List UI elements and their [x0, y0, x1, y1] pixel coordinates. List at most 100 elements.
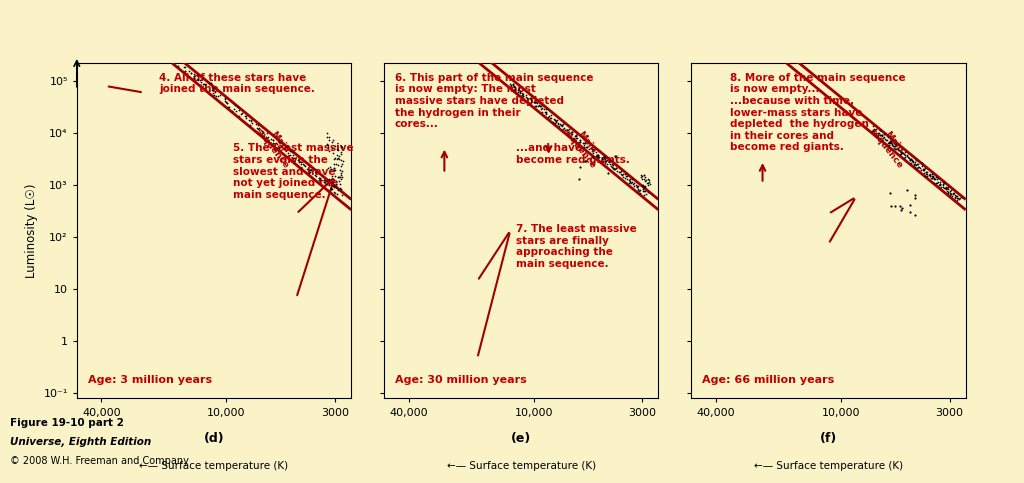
Point [542, 114, 558, 122]
Point [284, 148, 300, 156]
Point [614, 173, 631, 181]
Point [870, 130, 887, 138]
Point [541, 112, 557, 120]
Point [947, 192, 964, 200]
Point [864, 128, 881, 135]
Point [543, 112, 559, 119]
Point [334, 143, 350, 151]
Point [503, 82, 519, 89]
Point [219, 99, 236, 107]
Point [924, 174, 940, 182]
Point [270, 138, 287, 146]
Point [231, 112, 248, 119]
Point [604, 164, 621, 172]
Point [604, 163, 621, 171]
Point [527, 102, 544, 110]
Point [332, 167, 348, 174]
Point [897, 153, 913, 161]
Point [626, 179, 642, 186]
Point [218, 99, 234, 107]
Point [579, 138, 595, 146]
Point [590, 151, 606, 159]
Point [323, 163, 339, 171]
Point [893, 149, 909, 156]
Point [883, 139, 899, 146]
Point [186, 74, 203, 82]
Point [534, 102, 550, 110]
Point [894, 148, 910, 156]
Point [611, 169, 628, 176]
Point [585, 147, 601, 155]
Point [547, 116, 563, 124]
Point [606, 165, 623, 172]
Point [606, 165, 623, 172]
Point [514, 91, 530, 99]
Point [589, 152, 605, 159]
Point [502, 80, 518, 88]
Point [601, 158, 617, 166]
Point [233, 110, 250, 117]
Point [902, 155, 919, 163]
Point [518, 95, 535, 102]
Point [216, 95, 232, 102]
Text: © 2008 W.H. Freeman and Company: © 2008 W.H. Freeman and Company [10, 456, 189, 467]
Point [900, 153, 916, 161]
Point [560, 128, 577, 135]
Point [559, 130, 575, 138]
Point [527, 102, 544, 110]
Point [210, 92, 226, 100]
Point [639, 181, 655, 189]
Point [585, 149, 601, 157]
Point [512, 89, 528, 97]
Point [924, 172, 940, 180]
Point [319, 133, 336, 141]
Point [612, 170, 629, 178]
Point [331, 173, 347, 181]
Point [595, 154, 611, 161]
Point [567, 133, 584, 141]
Point [549, 115, 565, 123]
Point [563, 128, 580, 135]
Point [510, 88, 526, 96]
Point [630, 186, 646, 194]
Point [585, 153, 601, 161]
Point [927, 175, 943, 183]
Point [915, 166, 932, 173]
Point [195, 80, 211, 87]
Point [909, 164, 926, 171]
Point [328, 172, 344, 180]
Point [594, 156, 610, 163]
Point [578, 157, 594, 165]
Text: (f): (f) [820, 432, 837, 445]
Text: 7. The least massive
stars are finally
approaching the
main sequence.: 7. The least massive stars are finally a… [516, 224, 637, 269]
Point [893, 150, 909, 157]
Point [185, 70, 202, 78]
Point [327, 164, 343, 172]
Point [932, 180, 948, 188]
Point [285, 154, 301, 161]
Point [537, 108, 553, 116]
Point [894, 149, 910, 157]
Point [928, 179, 944, 186]
Point [333, 150, 349, 157]
Point [873, 131, 890, 139]
Point [636, 183, 652, 191]
Point [632, 189, 648, 197]
Text: Age: 3 million years: Age: 3 million years [88, 375, 212, 385]
Point [531, 102, 548, 110]
Point [641, 178, 657, 186]
Point [893, 148, 909, 156]
Point [598, 156, 614, 164]
Point [330, 173, 346, 181]
Point [919, 169, 935, 176]
Point [953, 193, 970, 201]
Point [538, 105, 554, 113]
Point [635, 185, 651, 193]
Point [271, 144, 288, 152]
Point [335, 157, 351, 165]
Point [526, 98, 543, 105]
Point [927, 175, 943, 183]
Point [921, 171, 937, 179]
Point [323, 165, 339, 172]
Point [243, 116, 259, 124]
